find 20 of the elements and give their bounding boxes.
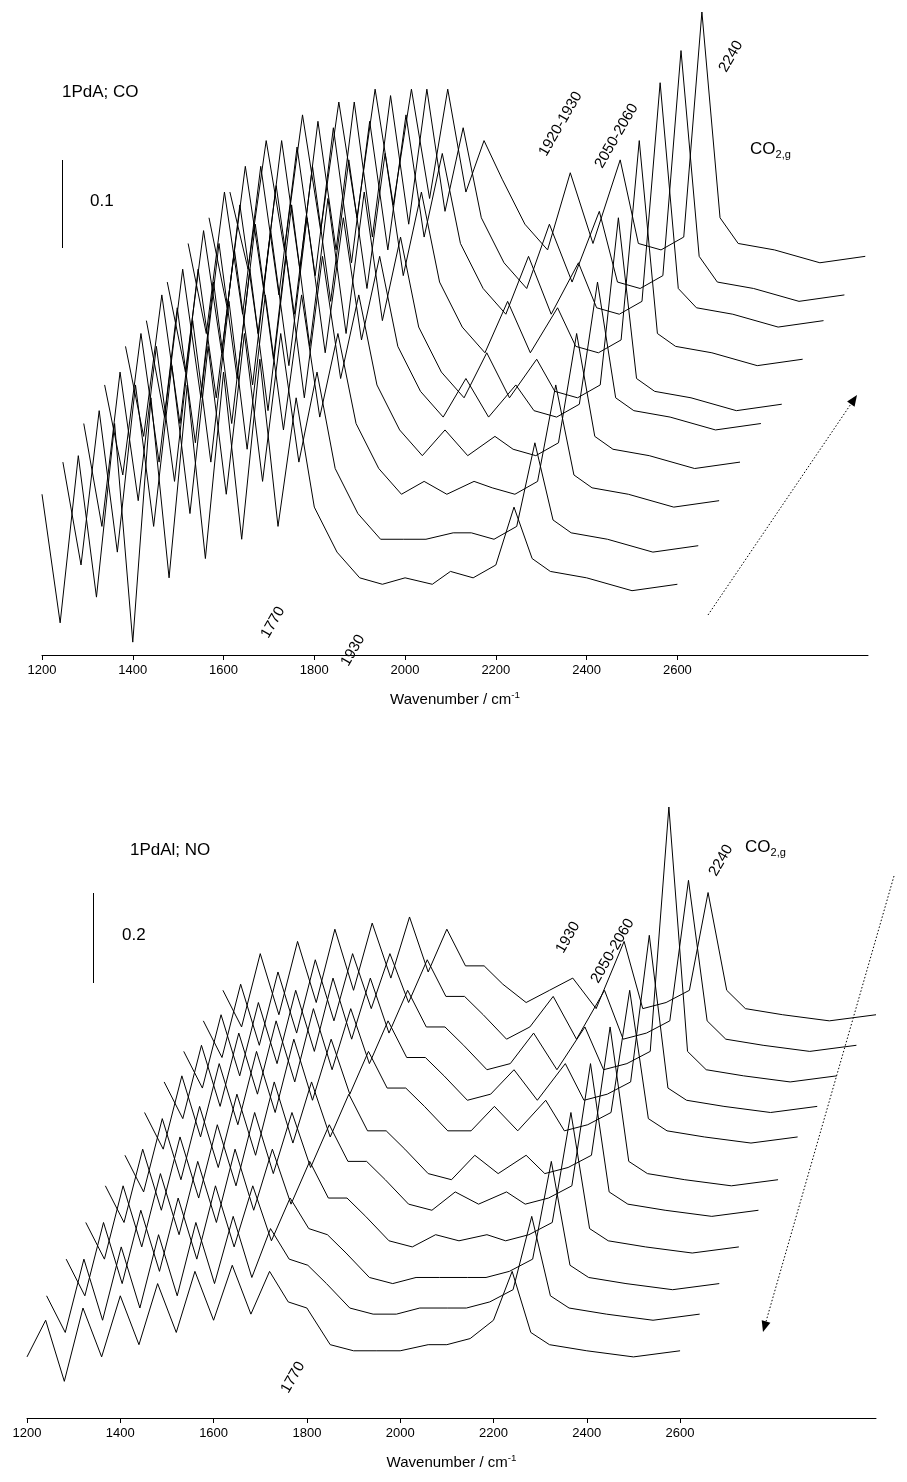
annotation: 0.1 bbox=[90, 191, 114, 210]
x-tick-label: 2400 bbox=[572, 1425, 602, 1440]
annotation: 0.2 bbox=[122, 925, 146, 944]
x-tick-label: 1400 bbox=[105, 1425, 135, 1440]
x-tick-label: 1200 bbox=[12, 1425, 42, 1440]
x-tick-label: 2000 bbox=[390, 662, 420, 677]
text: 1PdAl; NO bbox=[130, 840, 211, 859]
x-tick-label: 1400 bbox=[118, 662, 148, 677]
x-tick-label: 1800 bbox=[292, 1425, 322, 1440]
x-tick-label: 2000 bbox=[385, 1425, 415, 1440]
x-tick-label: 2600 bbox=[662, 662, 692, 677]
x-tick-label: 2600 bbox=[665, 1425, 695, 1440]
x-tick-label: 1800 bbox=[299, 662, 329, 677]
x-tick-label: 2400 bbox=[572, 662, 602, 677]
x-tick-label: 1600 bbox=[199, 1425, 229, 1440]
x-tick-label: 2200 bbox=[481, 662, 511, 677]
text: 1PdA; CO bbox=[62, 82, 139, 101]
x-tick-label: 1600 bbox=[209, 662, 238, 677]
x-tick-label: 1200 bbox=[27, 662, 57, 677]
x-tick-label: 2200 bbox=[479, 1425, 508, 1440]
